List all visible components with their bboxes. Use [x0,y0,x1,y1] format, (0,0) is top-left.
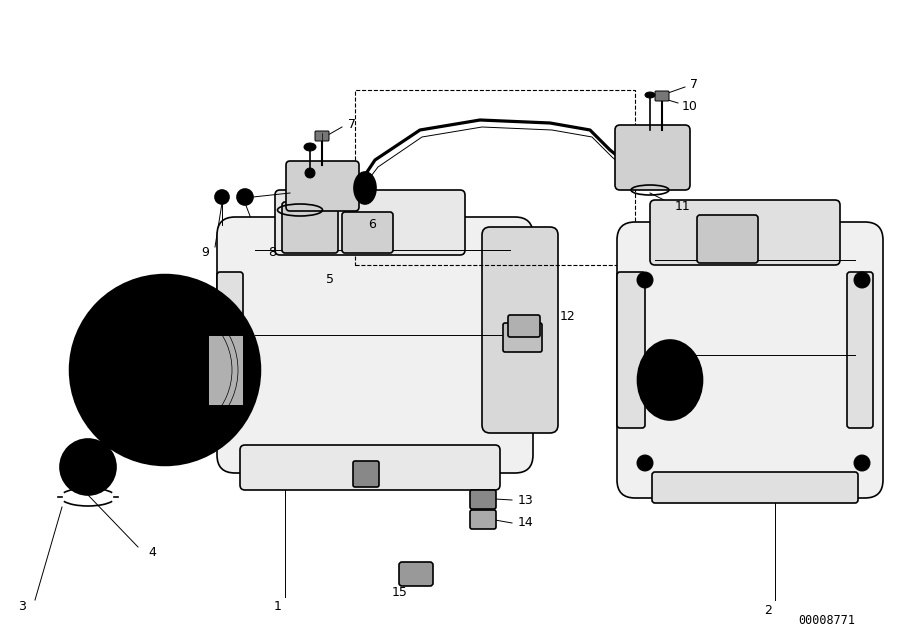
Text: 15: 15 [392,587,408,599]
FancyBboxPatch shape [617,222,883,498]
Text: 8: 8 [268,246,276,260]
Circle shape [70,275,260,465]
FancyBboxPatch shape [655,91,669,101]
FancyBboxPatch shape [286,161,359,211]
Text: 4: 4 [148,547,156,559]
Ellipse shape [649,352,691,408]
FancyBboxPatch shape [282,202,338,253]
FancyBboxPatch shape [697,215,758,263]
FancyBboxPatch shape [650,200,840,265]
Ellipse shape [193,310,228,430]
FancyBboxPatch shape [240,445,500,490]
FancyBboxPatch shape [482,227,558,433]
Text: 1: 1 [274,601,282,613]
Ellipse shape [637,340,703,420]
Text: 12: 12 [560,311,576,323]
Circle shape [637,272,653,288]
Text: 13: 13 [518,493,534,507]
Ellipse shape [354,172,376,204]
FancyBboxPatch shape [847,272,873,428]
FancyBboxPatch shape [342,212,393,253]
Ellipse shape [304,143,316,151]
Text: 00008771: 00008771 [798,613,855,627]
Circle shape [854,272,870,288]
FancyBboxPatch shape [652,472,858,503]
FancyBboxPatch shape [208,335,243,405]
Circle shape [120,325,210,415]
Text: 6: 6 [368,218,376,232]
Circle shape [105,310,225,430]
Text: 7: 7 [348,119,356,131]
Text: 3: 3 [18,601,26,613]
FancyBboxPatch shape [470,510,496,529]
Circle shape [854,455,870,471]
Text: 9: 9 [201,246,209,260]
Circle shape [305,168,315,178]
Text: 5: 5 [326,274,334,286]
FancyBboxPatch shape [275,190,465,255]
Text: 2: 2 [764,603,772,617]
Text: 11: 11 [675,201,691,213]
Circle shape [637,455,653,471]
Text: 14: 14 [518,516,534,530]
FancyBboxPatch shape [217,217,533,473]
FancyBboxPatch shape [615,125,690,190]
FancyBboxPatch shape [470,490,496,509]
Circle shape [70,449,106,485]
Circle shape [107,355,137,385]
Circle shape [60,439,116,495]
Ellipse shape [298,188,322,206]
Ellipse shape [645,92,655,98]
FancyBboxPatch shape [217,272,243,418]
FancyBboxPatch shape [617,272,645,428]
Circle shape [140,345,190,395]
FancyBboxPatch shape [503,323,542,352]
Circle shape [215,190,229,204]
FancyBboxPatch shape [353,461,379,487]
FancyBboxPatch shape [508,315,540,337]
FancyBboxPatch shape [399,562,433,586]
Circle shape [155,360,175,380]
Text: 7: 7 [690,79,698,91]
Bar [355,90,635,265]
Circle shape [237,189,253,205]
Circle shape [658,368,682,392]
Text: 10: 10 [682,100,698,114]
FancyBboxPatch shape [315,131,329,141]
